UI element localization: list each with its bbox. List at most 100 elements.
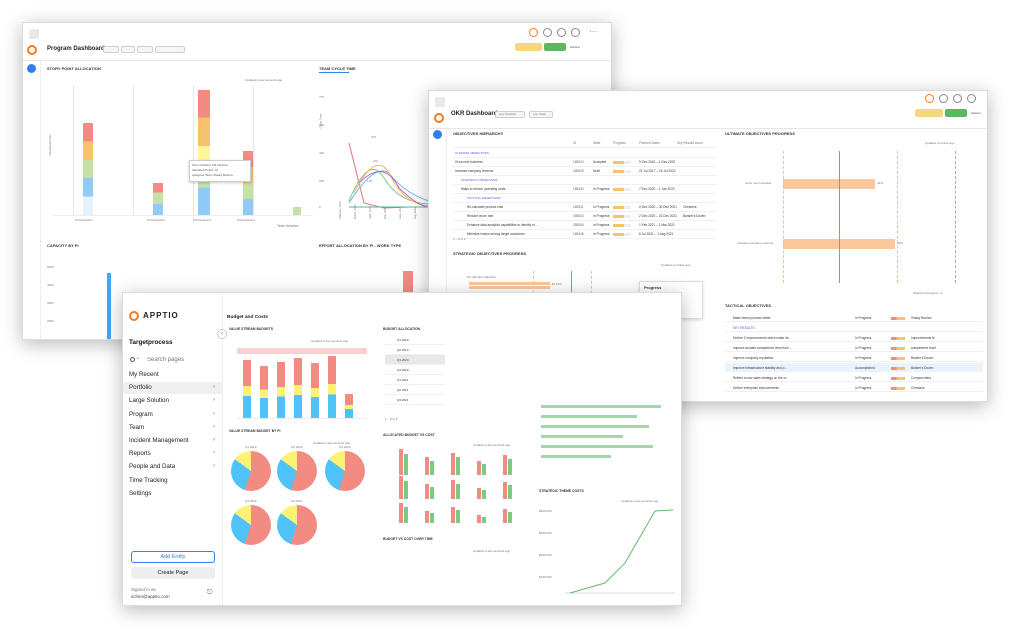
- filter-dnb[interactable]: [137, 46, 153, 53]
- nav-item[interactable]: Team ›: [123, 422, 223, 434]
- ultimate-bar-1[interactable]: [783, 179, 875, 189]
- table-row[interactable]: Q1 2021: [385, 375, 445, 385]
- story-bar-5[interactable]: [293, 207, 301, 215]
- alloc-vs-bar[interactable]: [404, 507, 408, 523]
- table-row[interactable]: TACTICAL OBJECTIVES: [453, 194, 717, 203]
- alloc-vs-bar[interactable]: [451, 453, 455, 475]
- alloc-vs-bar[interactable]: [425, 457, 429, 475]
- value-stream-bar[interactable]: [294, 358, 302, 418]
- table-row[interactable]: Reduce churn rate 185543 In Progress 2 Dec …: [453, 212, 717, 221]
- alloc-vs-bar[interactable]: [477, 515, 481, 523]
- alloc-vs-bar[interactable]: [482, 463, 486, 475]
- cycle-line-2[interactable]: [348, 170, 430, 204]
- filter-any-team[interactable]: [155, 46, 185, 53]
- pie-chart[interactable]: [277, 505, 317, 545]
- menu-icon[interactable]: [435, 97, 445, 107]
- more-icon[interactable]: ···: [589, 27, 597, 36]
- story-bar-2[interactable]: [153, 183, 163, 215]
- nav-item[interactable]: Program ›: [123, 409, 223, 421]
- nav-item[interactable]: Settings: [123, 488, 223, 500]
- pie-chart[interactable]: [231, 505, 271, 545]
- table-row[interactable]: Q3 2021: [385, 395, 445, 405]
- filter-any-team[interactable]: [529, 111, 553, 118]
- alloc-vs-bar[interactable]: [430, 487, 434, 499]
- table-row[interactable]: Reflect a new sales strategy on the w...…: [725, 373, 983, 382]
- value-stream-bar[interactable]: [260, 366, 268, 418]
- table-row[interactable]: Grow new business 185524 Accepted 9 Dec 201…: [453, 158, 717, 167]
- pie-chart[interactable]: [231, 451, 271, 491]
- value-stream-bar[interactable]: [243, 360, 251, 418]
- help-icon[interactable]: [939, 94, 948, 103]
- notifications-icon[interactable]: [925, 94, 934, 103]
- strategic-bar[interactable]: [469, 282, 550, 285]
- alloc-vs-bar[interactable]: [425, 511, 429, 523]
- expand-icon[interactable]: [27, 64, 36, 73]
- edit-dashboard-button[interactable]: [515, 43, 542, 51]
- value-stream-bar[interactable]: [311, 363, 319, 418]
- alloc-vs-bar[interactable]: [399, 476, 403, 499]
- alloc-vs-bar[interactable]: [482, 516, 486, 523]
- alloc-vs-bar[interactable]: [503, 509, 507, 523]
- table-row[interactable]: Q4 2020: [385, 365, 445, 375]
- nav-item[interactable]: Portfolio ›: [123, 382, 223, 395]
- nav-item[interactable]: My Recent: [123, 369, 223, 381]
- sign-out-icon[interactable]: ⎋: [207, 589, 213, 596]
- capacity-bar-1[interactable]: [107, 273, 111, 339]
- expand-icon[interactable]: [433, 130, 442, 139]
- alloc-vs-bar[interactable]: [399, 449, 403, 475]
- menu-icon[interactable]: [29, 29, 39, 39]
- table-row[interactable]: Ways to reduce operating costs 185530 In P…: [453, 185, 717, 194]
- table-row[interactable]: Make demo process better In Progress Vlask…: [725, 313, 983, 322]
- table-row[interactable]: Q2 2020: [385, 345, 445, 355]
- alloc-vs-bar[interactable]: [425, 484, 429, 499]
- table-row[interactable]: Q3 2020: [385, 355, 445, 365]
- alloc-vs-bar[interactable]: [451, 480, 455, 499]
- collapse-sidebar-button[interactable]: ‹: [217, 329, 227, 339]
- alloc-vs-bar[interactable]: [451, 507, 455, 523]
- add-entity-button[interactable]: Add Entity: [131, 551, 215, 563]
- value-stream-bar[interactable]: [345, 394, 353, 418]
- story-bar-3[interactable]: [198, 90, 210, 215]
- value-stream-bar[interactable]: [277, 362, 285, 418]
- actions-button[interactable]: Actions: [570, 45, 580, 49]
- table-row[interactable]: Improve infrastructure stability and p..…: [725, 363, 983, 372]
- alloc-vs-bar[interactable]: [456, 510, 460, 523]
- nav-item[interactable]: Time Tracking: [123, 475, 223, 487]
- pie-chart[interactable]: [277, 451, 317, 491]
- story-bar-4[interactable]: [243, 151, 253, 215]
- search-input[interactable]: [147, 355, 217, 364]
- nav-item[interactable]: Reports ›: [123, 448, 223, 460]
- alloc-vs-bar[interactable]: [456, 457, 460, 475]
- filter-any-portfolio[interactable]: [495, 111, 525, 118]
- help-icon[interactable]: [543, 28, 552, 37]
- edit-dashboard-button[interactable]: [915, 109, 943, 117]
- strategic-bar[interactable]: [469, 286, 550, 289]
- pie-chart[interactable]: [325, 451, 365, 491]
- table-row[interactable]: Re-calculate product cost 185541 In Progre…: [453, 203, 717, 212]
- alloc-vs-bar[interactable]: [430, 460, 434, 475]
- alloc-vs-bar[interactable]: [399, 503, 403, 523]
- table-row[interactable]: Deliver 2 improvements which make de... I…: [725, 333, 983, 342]
- alloc-vs-bar[interactable]: [404, 480, 408, 499]
- gear-icon[interactable]: [557, 28, 566, 37]
- nav-item[interactable]: Incident Management ›: [123, 435, 223, 447]
- cycle-line-4[interactable]: [353, 164, 430, 207]
- alloc-vs-bar[interactable]: [508, 511, 512, 523]
- add-widget-button[interactable]: [945, 109, 967, 117]
- alloc-vs-bar[interactable]: [503, 455, 507, 475]
- alloc-vs-bar[interactable]: [482, 490, 486, 499]
- story-bar-1[interactable]: [83, 123, 93, 215]
- table-row[interactable]: Improve company reputation In Progress Ban…: [725, 353, 983, 362]
- add-widget-button[interactable]: [544, 43, 566, 51]
- nav-item[interactable]: People and Data ›: [123, 461, 223, 473]
- cycle-line-5[interactable]: [358, 171, 430, 208]
- table-row[interactable]: Increase company revenue 185525 Draft 21 Ju…: [453, 167, 717, 176]
- create-page-button[interactable]: Create Page: [131, 567, 215, 579]
- alloc-vs-bar[interactable]: [503, 482, 507, 499]
- gear-icon[interactable]: [953, 94, 962, 103]
- table-row[interactable]: ULTIMATE OBJECTIVES: [453, 149, 717, 158]
- filter-cb[interactable]: [121, 46, 135, 53]
- table-row[interactable]: Q1 2020: [385, 335, 445, 345]
- alloc-vs-bar[interactable]: [508, 485, 512, 499]
- nav-item[interactable]: Large Solution ›: [123, 395, 223, 407]
